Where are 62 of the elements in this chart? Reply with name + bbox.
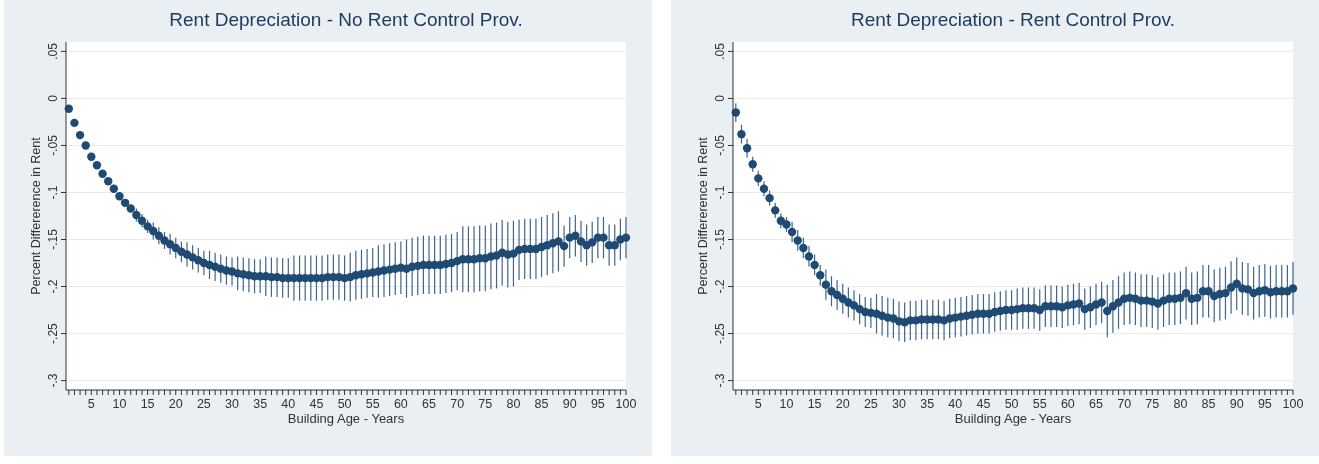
x-tick-label: 45 — [309, 397, 324, 411]
y-tick-label: -.15 — [713, 228, 727, 250]
x-tick-label: 40 — [948, 397, 963, 411]
x-tick-label: 75 — [478, 397, 493, 411]
y-tick-label: .05 — [46, 42, 60, 60]
x-tick-label: 75 — [1145, 397, 1160, 411]
x-tick-label: 70 — [1117, 397, 1132, 411]
x-tick-label: 10 — [112, 397, 127, 411]
chart-title: Rent Depreciation - No Rent Control Prov. — [169, 9, 523, 30]
y-tick-label: 0 — [46, 94, 60, 102]
x-tick-label: 35 — [253, 397, 268, 411]
y-tick-label: -.2 — [713, 279, 727, 294]
x-tick-label: 40 — [281, 397, 296, 411]
x-tick-label: 85 — [1201, 397, 1216, 411]
x-tick-label: 25 — [863, 397, 878, 411]
x-tick-label: 55 — [365, 397, 380, 411]
x-tick-label: 30 — [892, 397, 907, 411]
x-tick-label: 90 — [562, 397, 577, 411]
x-tick-label: 5 — [754, 397, 762, 411]
x-tick-label: 65 — [422, 397, 437, 411]
x-tick-label: 90 — [1229, 397, 1244, 411]
x-tick-label: 65 — [1089, 397, 1104, 411]
y-tick-label: -.05 — [713, 134, 727, 156]
x-axis-title: Building Age - Years — [954, 411, 1072, 426]
x-tick-label: 20 — [835, 397, 850, 411]
y-tick-label: -.25 — [713, 322, 727, 344]
x-tick-label: 80 — [1173, 397, 1188, 411]
x-tick-label: 15 — [140, 397, 155, 411]
y-tick-label: -.05 — [46, 134, 60, 156]
x-tick-label: 95 — [590, 397, 605, 411]
x-tick-label: 95 — [1257, 397, 1272, 411]
x-tick-label: 100 — [615, 397, 637, 411]
y-tick-label: -.15 — [46, 228, 60, 250]
y-tick-label: -.25 — [46, 322, 60, 344]
x-tick-label: 45 — [976, 397, 991, 411]
y-tick-label: -.1 — [713, 185, 727, 200]
y-axis-title: Percent Differerence in Rent — [696, 136, 710, 295]
x-tick-label: 50 — [1004, 397, 1019, 411]
y-tick-label: -.2 — [46, 279, 60, 294]
x-tick-label: 100 — [1282, 397, 1304, 411]
x-tick-label: 50 — [337, 397, 352, 411]
x-tick-label: 30 — [225, 397, 240, 411]
chart-title: Rent Depreciation - Rent Control Prov. — [851, 9, 1175, 30]
x-tick-label: 25 — [196, 397, 211, 411]
y-tick-label: -.3 — [46, 373, 60, 388]
x-tick-label: 60 — [1060, 397, 1075, 411]
x-tick-label: 85 — [534, 397, 549, 411]
x-tick-label: 10 — [779, 397, 794, 411]
x-tick-label: 55 — [1032, 397, 1047, 411]
x-tick-label: 5 — [87, 397, 95, 411]
x-tick-label: 70 — [450, 397, 465, 411]
x-axis-title: Building Age - Years — [287, 411, 405, 426]
y-tick-label: -.1 — [46, 185, 60, 200]
x-tick-label: 80 — [506, 397, 521, 411]
x-tick-label: 35 — [920, 397, 935, 411]
y-tick-label: -.3 — [713, 373, 727, 388]
y-axis-title: Percent Differerence in Rent — [29, 136, 43, 295]
y-tick-label: .05 — [713, 42, 727, 60]
x-tick-label: 15 — [807, 397, 822, 411]
y-tick-label: 0 — [713, 94, 727, 102]
x-tick-label: 60 — [393, 397, 408, 411]
x-tick-label: 20 — [168, 397, 183, 411]
